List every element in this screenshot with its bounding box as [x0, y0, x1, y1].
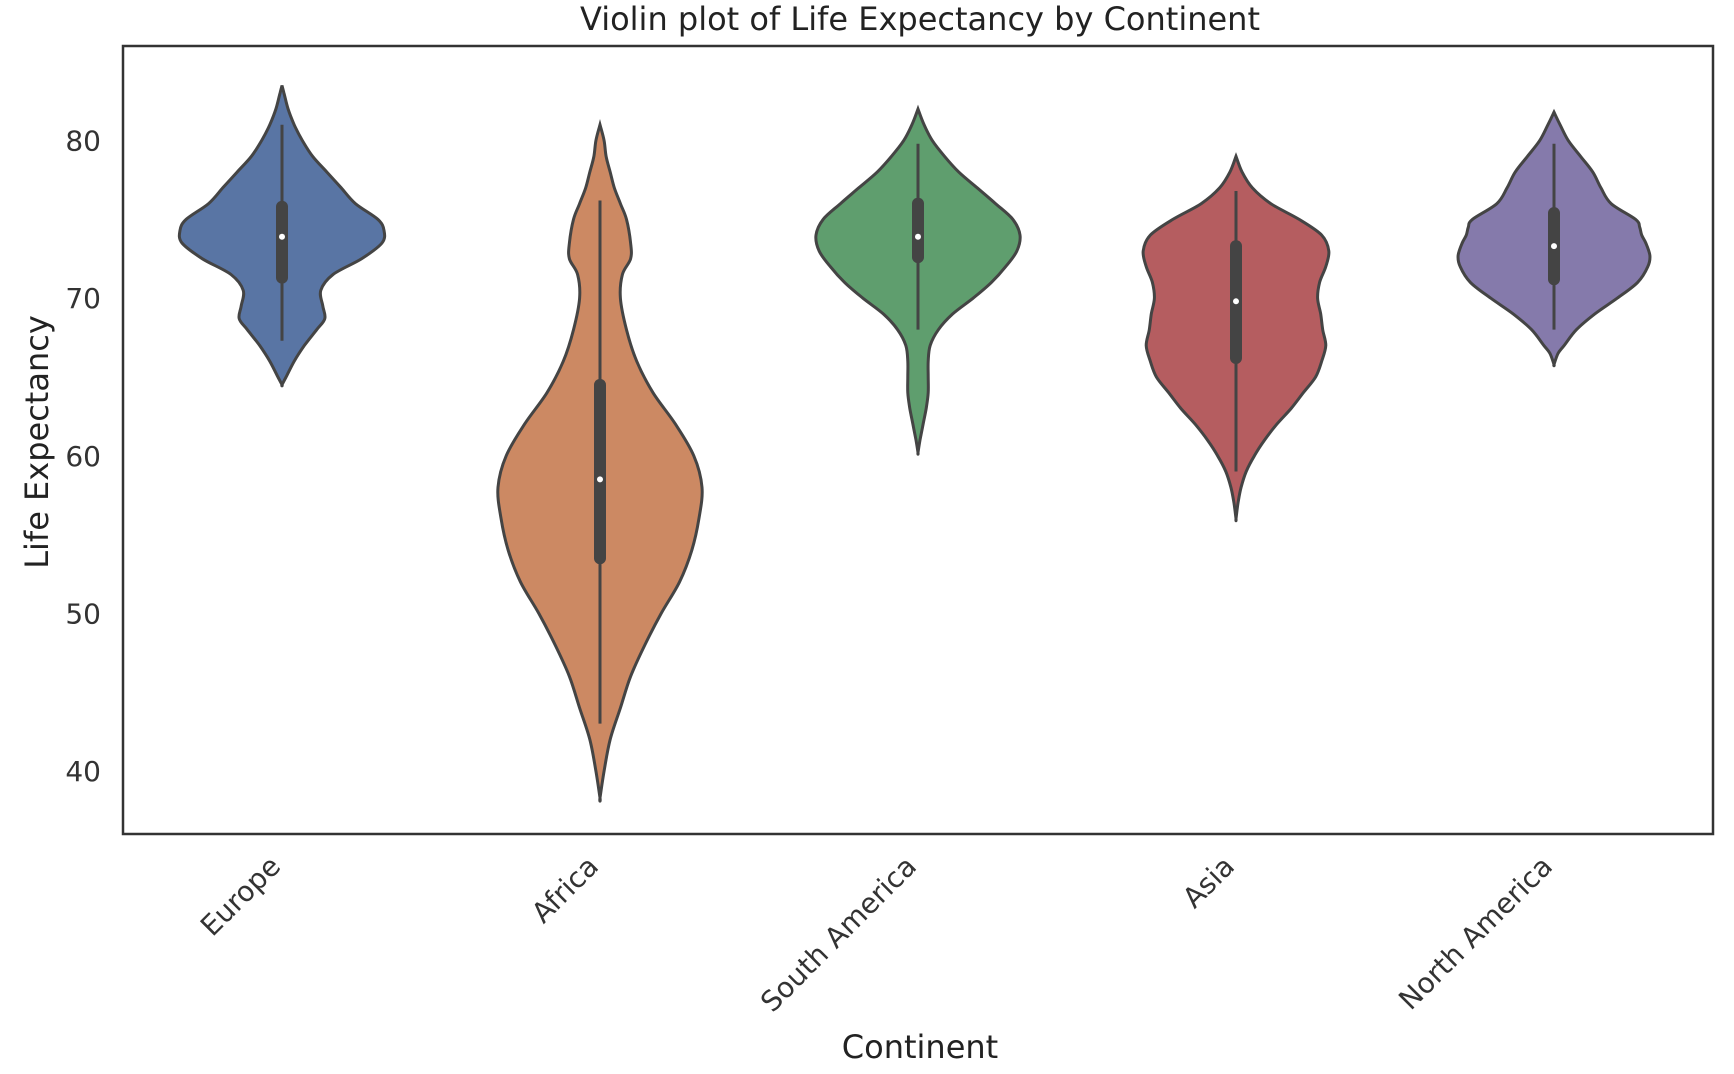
violin-median-dot [597, 476, 603, 483]
violin-median-dot [1551, 243, 1557, 250]
y-axis-ticks: 40 50 60 70 80 [65, 125, 101, 788]
y-axis-label: Life Expectancy [18, 315, 56, 569]
y-tick-label: 40 [65, 755, 101, 788]
x-tick-label: Asia [1176, 850, 1241, 915]
violin-median-dot [1233, 298, 1239, 305]
y-tick-label: 70 [65, 282, 101, 315]
violin-median-dot [915, 233, 921, 240]
y-tick-label: 60 [65, 440, 101, 473]
chart-title: Violin plot of Life Expectancy by Contin… [580, 0, 1260, 38]
y-tick-label: 50 [65, 597, 101, 630]
violin-europe [177, 85, 387, 388]
plot-frame [121, 44, 1715, 836]
x-tick-label: Europe [194, 850, 287, 943]
y-tick-label: 80 [65, 125, 101, 158]
x-tick-label: Africa [525, 850, 605, 930]
violin-south-america [814, 104, 1022, 456]
violins [177, 85, 1652, 803]
x-axis-ticks: Europe Africa South America Asia North Ameri… [194, 850, 1559, 1019]
violin-asia [1141, 152, 1331, 523]
x-tick-label: South America [754, 850, 923, 1019]
x-tick-label: North America [1392, 850, 1559, 1017]
violin-median-dot [279, 233, 285, 240]
violin-africa [496, 119, 704, 803]
x-axis-label: Continent [842, 1028, 998, 1066]
violin-north-america [1456, 108, 1652, 368]
